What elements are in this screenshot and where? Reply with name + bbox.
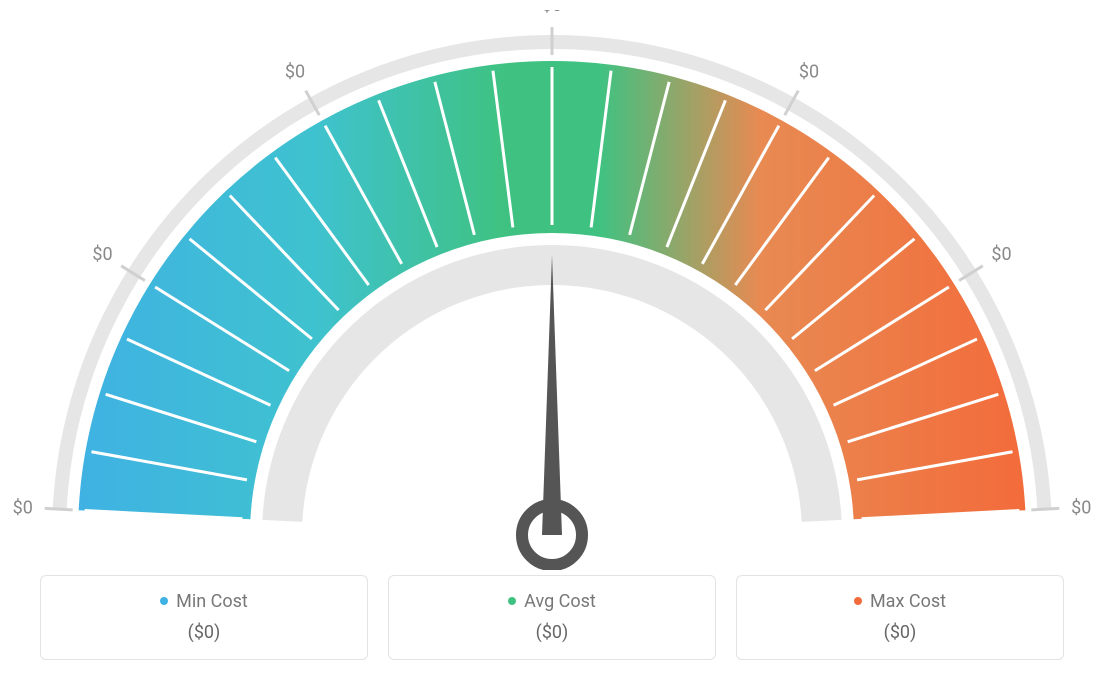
- legend-dot-min: [160, 597, 168, 605]
- legend-title-max: Max Cost: [854, 591, 946, 612]
- legend-card-min: Min Cost ($0): [40, 575, 368, 660]
- gauge-svg: $0 $0 $0 $0 $0 $0 $0: [12, 10, 1092, 570]
- svg-text:$0: $0: [799, 61, 819, 82]
- svg-text:$0: $0: [542, 10, 562, 16]
- legend-dot-avg: [508, 597, 516, 605]
- svg-text:$0: $0: [991, 244, 1011, 265]
- svg-text:$0: $0: [92, 244, 112, 265]
- legend-label-max: Max Cost: [870, 591, 946, 612]
- legend-title-avg: Avg Cost: [508, 591, 596, 612]
- legend-label-avg: Avg Cost: [524, 591, 596, 612]
- svg-text:$0: $0: [1071, 497, 1091, 518]
- gauge-chart: $0 $0 $0 $0 $0 $0 $0: [0, 0, 1104, 560]
- svg-text:$0: $0: [285, 61, 305, 82]
- legend-card-max: Max Cost ($0): [736, 575, 1064, 660]
- legend-card-avg: Avg Cost ($0): [388, 575, 716, 660]
- legend-label-min: Min Cost: [176, 591, 248, 612]
- legend-dot-max: [854, 597, 862, 605]
- svg-text:$0: $0: [13, 497, 33, 518]
- legend-row: Min Cost ($0) Avg Cost ($0) Max Cost ($0…: [40, 575, 1064, 660]
- legend-value-avg: ($0): [399, 622, 705, 643]
- legend-value-max: ($0): [747, 622, 1053, 643]
- legend-value-min: ($0): [51, 622, 357, 643]
- legend-title-min: Min Cost: [160, 591, 248, 612]
